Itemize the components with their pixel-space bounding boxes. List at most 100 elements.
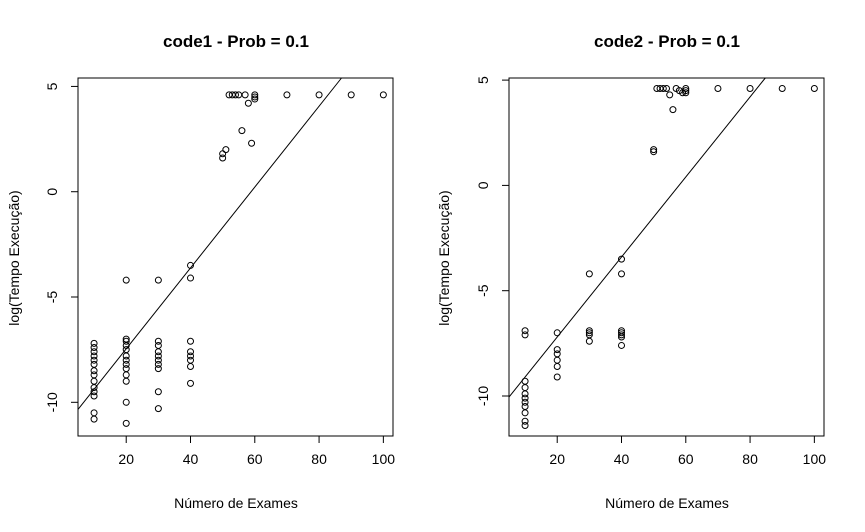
data-point <box>154 341 162 349</box>
data-point <box>283 91 291 99</box>
data-point <box>553 356 561 364</box>
data-point <box>669 106 677 114</box>
chart-title: code1 - Prob = 0.1 <box>163 32 309 51</box>
data-point <box>251 93 259 101</box>
data-point <box>618 255 625 263</box>
points <box>90 91 387 427</box>
y-tick-label: -5 <box>44 291 60 304</box>
data-point <box>187 352 194 360</box>
data-point <box>585 270 593 278</box>
data-point <box>244 99 252 107</box>
x-axis-label: Número de Exames <box>174 495 298 511</box>
data-point <box>618 329 625 337</box>
data-point <box>521 398 529 406</box>
data-point <box>521 394 529 402</box>
data-point <box>122 365 130 373</box>
y-tick-label: -10 <box>475 386 491 406</box>
data-point <box>90 356 98 364</box>
data-point <box>154 348 162 356</box>
data-point <box>90 392 98 400</box>
x-tick-label: 60 <box>678 451 694 467</box>
x-tick-label: 40 <box>183 451 199 467</box>
data-point <box>154 388 162 396</box>
data-point <box>663 85 670 93</box>
data-point <box>585 337 593 345</box>
data-point <box>553 373 561 381</box>
data-point <box>553 350 561 358</box>
x-tick-label: 20 <box>549 451 565 467</box>
x-tick-label: 20 <box>118 451 134 467</box>
chart-title: code2 - Prob = 0.1 <box>594 32 740 51</box>
data-point <box>521 331 529 339</box>
data-point <box>553 346 561 354</box>
data-point <box>251 91 259 99</box>
x-tick-label: 60 <box>247 451 263 467</box>
data-point <box>122 398 130 406</box>
data-point <box>714 85 722 93</box>
data-point <box>251 95 259 103</box>
data-point <box>90 415 98 423</box>
fit-line <box>508 77 766 398</box>
chart-code2: code2 - Prob = 0.1 Número de Exames log(… <box>436 32 826 511</box>
data-point <box>232 91 239 99</box>
data-point <box>187 337 194 345</box>
data-point <box>154 356 162 364</box>
data-point <box>521 417 529 425</box>
data-point <box>90 352 98 360</box>
data-point <box>187 274 194 282</box>
data-point <box>122 276 130 284</box>
data-point <box>90 371 98 379</box>
data-point <box>122 352 130 360</box>
data-point <box>122 371 130 379</box>
data-point <box>810 85 818 93</box>
data-point <box>553 363 561 371</box>
data-point <box>222 146 230 154</box>
data-point <box>219 150 227 158</box>
data-point <box>521 409 529 417</box>
plot-frame <box>508 77 825 437</box>
data-point <box>187 379 194 387</box>
data-point <box>154 276 162 284</box>
data-point <box>248 139 256 147</box>
data-point <box>682 87 690 95</box>
data-point <box>585 327 593 335</box>
y-tick-label: 0 <box>475 181 491 189</box>
ticks: 20 40 60 80 100 -10 -5 0 5 <box>44 82 395 467</box>
x-axis-label: Número de Exames <box>605 495 729 511</box>
y-tick-label: -5 <box>475 284 491 297</box>
data-point <box>521 403 529 411</box>
data-point <box>682 89 690 97</box>
data-point <box>666 91 674 99</box>
plot-frame <box>77 77 394 437</box>
points <box>521 85 818 429</box>
y-tick-label: 5 <box>475 76 491 84</box>
fit <box>508 77 766 398</box>
data-point <box>90 377 98 385</box>
data-point <box>154 337 162 345</box>
data-point <box>90 409 98 417</box>
data-point <box>122 377 130 385</box>
data-point <box>154 360 162 368</box>
data-point <box>90 339 98 347</box>
y-tick-label: -10 <box>44 392 60 412</box>
data-point <box>659 85 667 93</box>
fit <box>77 77 342 410</box>
y-tick-label: 0 <box>44 188 60 196</box>
data-point <box>746 85 754 93</box>
data-point <box>618 270 625 278</box>
data-point <box>521 390 529 398</box>
data-point <box>521 421 529 429</box>
data-point <box>122 419 130 427</box>
data-point <box>347 91 355 99</box>
data-point <box>122 356 130 364</box>
data-point <box>682 85 690 93</box>
data-point <box>778 85 786 93</box>
data-point <box>154 405 162 413</box>
data-point <box>618 333 625 341</box>
data-point <box>618 331 625 339</box>
data-point <box>618 341 625 349</box>
data-point <box>187 356 194 364</box>
data-point <box>650 148 658 156</box>
x-tick-label: 80 <box>742 451 758 467</box>
